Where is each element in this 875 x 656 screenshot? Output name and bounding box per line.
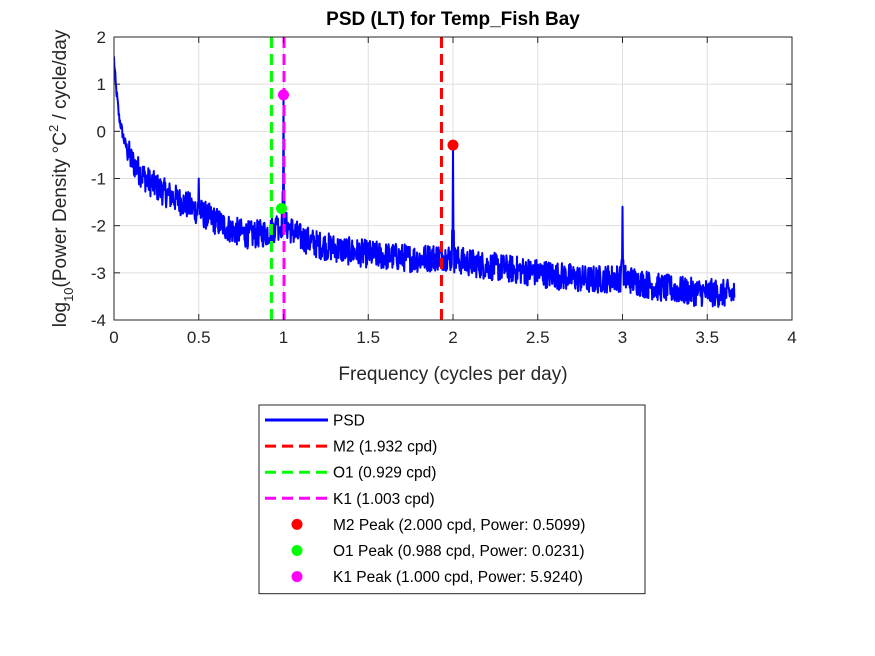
legend-item: O1 (0.929 cpd) [265, 465, 436, 482]
peak-marker [447, 139, 459, 151]
y-label-base: 10 [61, 287, 76, 301]
legend-label: M2 (1.932 cpd) [333, 439, 437, 456]
legend-item: O1 Peak (0.988 cpd, Power: 0.0231) [291, 543, 585, 560]
psd-line [114, 56, 736, 308]
y-tick-label: -1 [91, 170, 106, 189]
legend: PSD M2 (1.932 cpd) O1 (0.929 cpd) K1 (1.003… [258, 404, 646, 595]
legend-label: O1 Peak (0.988 cpd, Power: 0.0231) [333, 543, 585, 560]
peak-marker [278, 89, 289, 101]
y-label-main: (Power Density [50, 153, 71, 287]
legend-marker-swatch [291, 545, 303, 556]
x-tick-label: 2 [448, 328, 457, 347]
y-tick-label: -4 [91, 311, 106, 330]
legend-item: PSD [265, 413, 365, 430]
y-label-unit: C [50, 132, 71, 146]
legend-label: O1 (0.929 cpd) [333, 465, 436, 482]
x-tick-label: 0.5 [187, 328, 211, 347]
legend-item: K1 Peak (1.000 cpd, Power: 5.9240) [291, 569, 583, 586]
axis-ticks: 0 0.5 1 1.5 2 2.5 3 3.5 4 -4 -3 -2 -1 0 1 2 [91, 28, 797, 347]
x-tick-label: 1.5 [356, 328, 380, 347]
y-tick-label: 2 [97, 28, 106, 47]
x-axis-label: Frequency (cycles per day) [338, 364, 567, 385]
y-label-exponent: 2 [46, 125, 61, 132]
legend-marker-swatch [291, 571, 303, 583]
y-tick-label: -3 [91, 264, 106, 283]
x-tick-label: 3.5 [695, 328, 719, 347]
x-tick-label: 1 [279, 328, 288, 347]
y-tick-label: 1 [97, 75, 106, 94]
y-label-log: log [50, 302, 71, 327]
legend-label: K1 Peak (1.000 cpd, Power: 5.9240) [333, 569, 583, 586]
legend-label: M2 Peak (2.000 cpd, Power: 0.5099) [333, 517, 585, 534]
series-layer [114, 37, 736, 320]
legend-item: M2 (1.932 cpd) [265, 439, 437, 456]
legend-item: M2 Peak (2.000 cpd, Power: 0.5099) [291, 517, 585, 534]
y-label-tail: / cycle/day [50, 29, 71, 125]
legend-label: PSD [333, 413, 365, 430]
x-tick-label: 0 [109, 328, 118, 347]
y-tick-label: 0 [97, 122, 106, 141]
y-axis-label: log10(Power Density °C2 / cycle/day [46, 29, 76, 327]
peak-marker [275, 202, 287, 214]
x-tick-label: 4 [787, 328, 796, 347]
y-label-degree: ° [50, 146, 71, 154]
legend-item: K1 (1.003 cpd) [265, 491, 435, 508]
legend-label: K1 (1.003 cpd) [333, 491, 435, 508]
y-tick-label: -2 [91, 217, 106, 236]
plot-area: 0 0.5 1 1.5 2 2.5 3 3.5 4 -4 -3 -2 -1 0 1 2 [91, 28, 797, 347]
x-tick-label: 3 [618, 328, 627, 347]
chart-title: PSD (LT) for Temp_Fish Bay [326, 9, 580, 30]
legend-marker-swatch [291, 518, 303, 530]
x-tick-label: 2.5 [526, 328, 550, 347]
